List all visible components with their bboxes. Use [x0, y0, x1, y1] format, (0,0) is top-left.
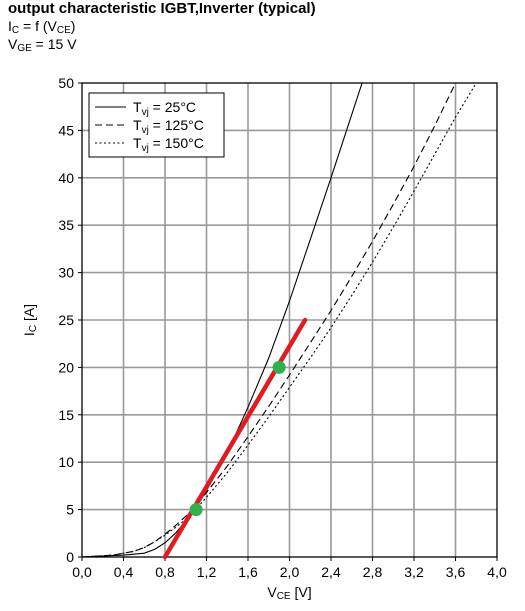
- x-tick-label: 2,8: [363, 564, 383, 580]
- legend-label-3: Tvj = 150°C: [133, 135, 204, 154]
- y-tick-label: 30: [58, 265, 74, 281]
- function-symbol: I: [8, 18, 12, 34]
- x-axis-label: VCE [V]: [267, 584, 311, 602]
- x-tick-label: 3,6: [446, 564, 466, 580]
- y-tick-label: 20: [58, 359, 74, 375]
- condition-value: = 15 V: [31, 36, 77, 52]
- y-tick-label: 10: [58, 454, 74, 470]
- function-end: ): [70, 18, 76, 34]
- x-tick-label: 1,2: [197, 564, 217, 580]
- x-tick-label: 1,6: [238, 564, 258, 580]
- function-subscript-2: CE: [56, 25, 71, 36]
- chart-title: output characteristic IGBT,Inverter (typ…: [8, 0, 316, 17]
- y-tick-label: 35: [58, 217, 74, 233]
- legend-label-1: Tvj = 25°C: [133, 99, 196, 118]
- y-tick-label: 45: [58, 122, 74, 138]
- x-tick-label: 2,4: [321, 564, 341, 580]
- annotation-red-line: [162, 317, 308, 560]
- x-tick-label: 0,4: [114, 564, 134, 580]
- y-tick-label: 5: [66, 502, 74, 518]
- condition-symbol: V: [8, 36, 18, 52]
- annotation-point: [272, 360, 286, 374]
- condition-subscript: GE: [17, 43, 32, 54]
- y-tick-label: 50: [58, 75, 74, 91]
- function-subscript: C: [11, 25, 20, 36]
- function-label: IC = f (VCE): [8, 18, 75, 36]
- x-tick-label: 0,8: [155, 564, 175, 580]
- y-axis-label: IC [A]: [21, 304, 39, 336]
- y-tick-label: 0: [66, 549, 74, 565]
- x-tick-label: 4,0: [487, 564, 507, 580]
- x-tick-label: 0,0: [72, 564, 92, 580]
- x-tick-label: 3,2: [404, 564, 424, 580]
- function-middle: = f (V: [19, 18, 57, 34]
- y-tick-label: 15: [58, 407, 74, 423]
- series-line-3: [82, 83, 477, 557]
- y-tick-label: 40: [58, 170, 74, 186]
- x-tick-label: 2,0: [280, 564, 300, 580]
- legend-label-2: Tvj = 125°C: [133, 117, 204, 136]
- annotation-point: [189, 503, 203, 517]
- y-tick-label: 25: [58, 312, 74, 328]
- condition-label: VGE = 15 V: [8, 36, 77, 54]
